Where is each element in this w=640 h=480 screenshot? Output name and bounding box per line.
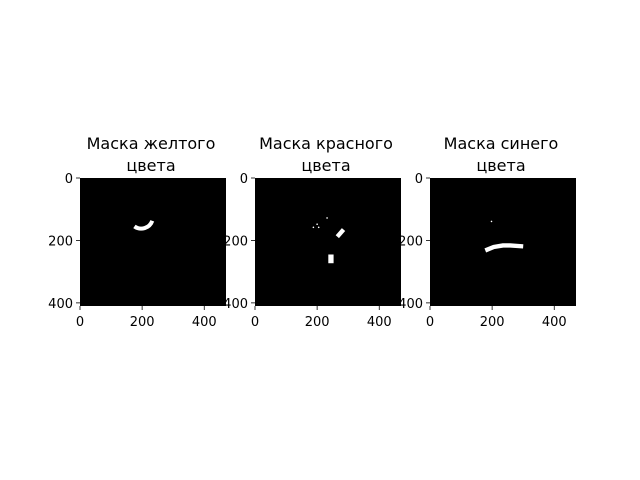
- y-tick-label-1: 0: [65, 172, 73, 187]
- y-tick-label-2: 200: [48, 234, 73, 249]
- panel-title-line-2: цвета: [301, 156, 350, 175]
- y-tick-label-2: 200: [398, 234, 423, 249]
- y-tick-label-1: 0: [240, 172, 248, 187]
- y-tick-label-1: 0: [415, 172, 423, 187]
- panel-title-line-2: цвета: [126, 156, 175, 175]
- y-tick-label-3: 400: [223, 297, 248, 312]
- panel-title-line-1: Маска красного: [259, 134, 393, 153]
- mask-image: [80, 178, 226, 306]
- panel-title-line-1: Маска желтого: [87, 134, 216, 153]
- x-tick-label-3: 400: [542, 315, 567, 330]
- mask-blob-5: [326, 217, 328, 219]
- x-tick-label-2: 200: [130, 315, 155, 330]
- mask-blob-1: [335, 228, 346, 239]
- x-tick-label-3: 400: [367, 315, 392, 330]
- x-tick-label-2: 200: [480, 315, 505, 330]
- mask-blob-6: [316, 223, 318, 226]
- y-tick-label-2: 200: [223, 234, 248, 249]
- mask-image: [430, 178, 576, 306]
- x-tick-label-1: 0: [426, 315, 434, 330]
- mask-blob-4: [317, 226, 320, 229]
- mask-marks: [312, 217, 346, 264]
- panel-title-line-2: цвета: [476, 156, 525, 175]
- y-tick-label-3: 400: [48, 297, 73, 312]
- mask-blob-3: [312, 226, 315, 229]
- y-tick-label-3: 400: [398, 297, 423, 312]
- mask-blob-2: [328, 254, 334, 264]
- x-tick-label-2: 200: [305, 315, 330, 330]
- mask-marks: [133, 219, 155, 231]
- x-tick-label-1: 0: [76, 315, 84, 330]
- mask-marks: [484, 220, 524, 253]
- mask-blob-2: [490, 220, 493, 223]
- x-tick-label-3: 400: [192, 315, 217, 330]
- x-tick-label-1: 0: [251, 315, 259, 330]
- mask-image: [255, 178, 401, 306]
- mask-blob-1: [484, 243, 524, 253]
- mask-blob-1: [133, 219, 155, 231]
- panel-title-line-1: Маска синего: [444, 134, 559, 153]
